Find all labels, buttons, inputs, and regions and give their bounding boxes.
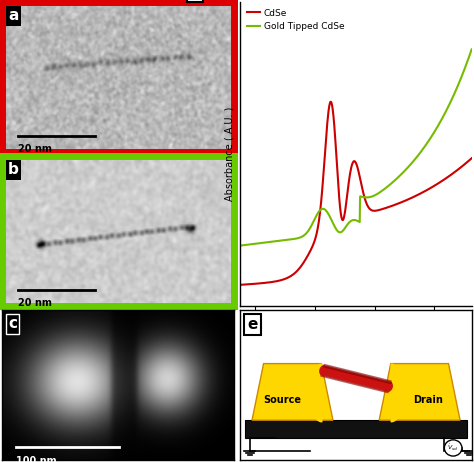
Circle shape <box>444 440 462 456</box>
Text: 100 nm: 100 nm <box>16 456 56 462</box>
X-axis label: Photon Energy ( eV ): Photon Energy ( eV ) <box>306 331 407 341</box>
Text: e: e <box>247 316 258 332</box>
Text: Source: Source <box>263 395 301 405</box>
Text: b: b <box>8 162 19 177</box>
Y-axis label: Absorbance ( A.U. ): Absorbance ( A.U. ) <box>225 107 235 201</box>
Polygon shape <box>252 364 333 420</box>
Legend: CdSe, Gold Tipped CdSe: CdSe, Gold Tipped CdSe <box>245 7 346 33</box>
Text: c: c <box>8 316 17 331</box>
Polygon shape <box>379 364 460 420</box>
Text: a: a <box>8 8 18 24</box>
Text: 20 nm: 20 nm <box>18 144 52 154</box>
Text: 20 nm: 20 nm <box>18 298 52 308</box>
Text: Drain: Drain <box>413 395 443 405</box>
Bar <box>245 420 467 438</box>
Text: $\dot{V}_{sd}$: $\dot{V}_{sd}$ <box>447 443 459 453</box>
